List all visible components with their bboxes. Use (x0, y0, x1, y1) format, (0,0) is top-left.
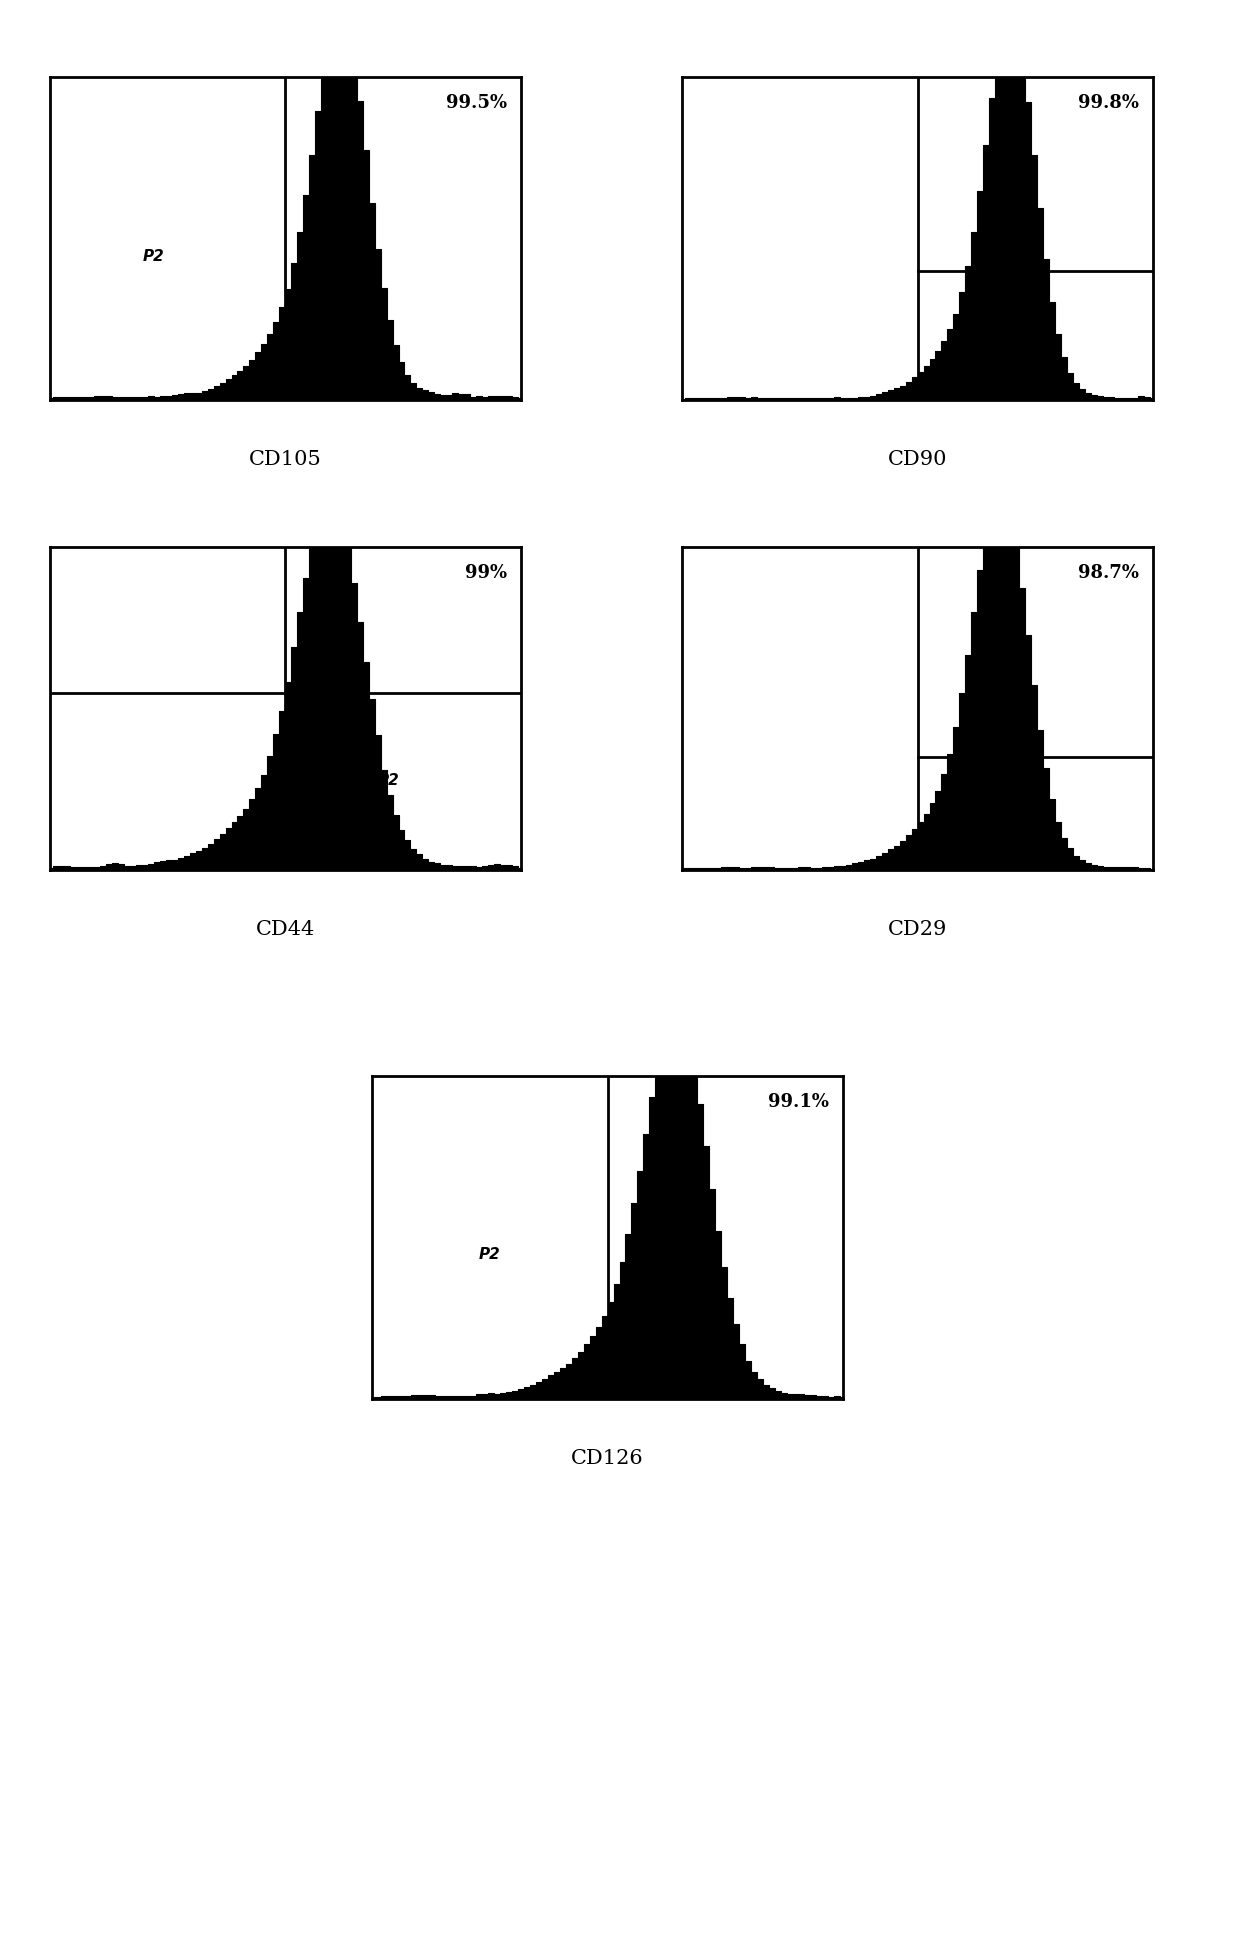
Text: 98.7%: 98.7% (1078, 564, 1140, 581)
Text: CD29: CD29 (888, 920, 947, 939)
Text: 3: 3 (624, 1256, 635, 1272)
Text: CD44: CD44 (255, 920, 315, 939)
Text: P2: P2 (479, 1247, 501, 1262)
Text: P2: P2 (143, 249, 164, 264)
Text: P3: P3 (296, 352, 319, 366)
Text: 99.1%: 99.1% (768, 1092, 830, 1110)
Text: CD105: CD105 (249, 450, 321, 470)
Text: 99.8%: 99.8% (1078, 94, 1140, 112)
Text: CD126: CD126 (572, 1448, 644, 1468)
Text: CD90: CD90 (888, 450, 947, 470)
Text: P2: P2 (378, 773, 399, 789)
Text: 99%: 99% (465, 564, 507, 581)
Text: 99.5%: 99.5% (445, 94, 507, 112)
